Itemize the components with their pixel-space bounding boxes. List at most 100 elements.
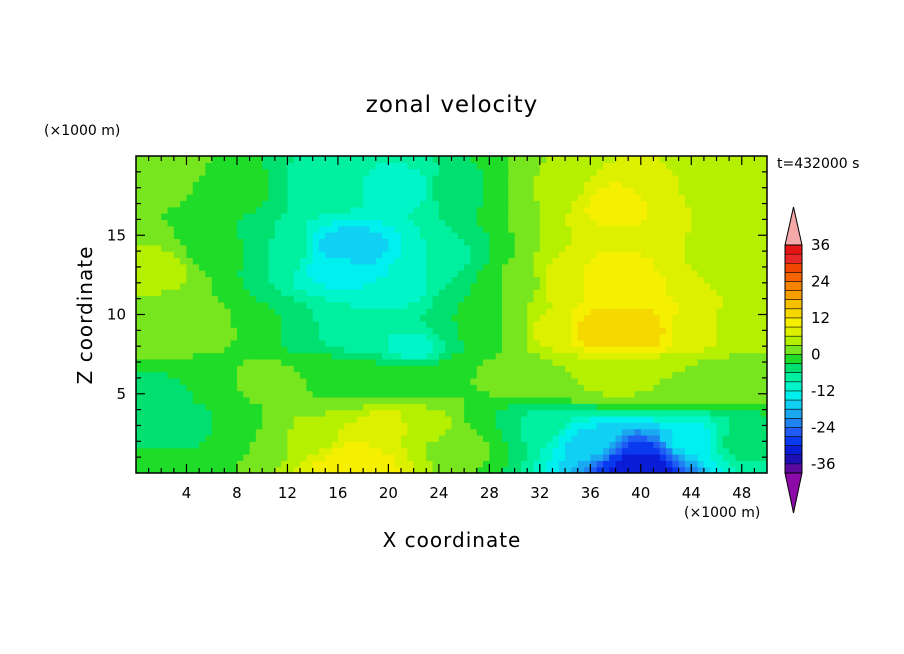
field-cell (142, 225, 150, 233)
field-cell (684, 289, 692, 297)
field-cell (735, 263, 743, 271)
field-cell (281, 289, 289, 297)
field-cell (565, 390, 572, 398)
field-cell (508, 181, 516, 189)
field-cell (249, 339, 257, 347)
field-cell (230, 225, 238, 233)
field-cell (413, 232, 421, 240)
field-cell (653, 295, 661, 303)
field-cell (262, 384, 270, 392)
field-cell (306, 320, 314, 328)
field-cell (552, 409, 560, 417)
field-cell (394, 308, 402, 316)
field-cell (666, 168, 673, 176)
field-cell (369, 460, 377, 468)
field-cell (293, 365, 301, 373)
field-cell (375, 314, 383, 322)
field-cell (148, 308, 156, 316)
field-cell (476, 295, 484, 303)
field-cell (710, 390, 718, 398)
field-cell (249, 308, 257, 316)
field-cell (438, 219, 446, 227)
field-cell (262, 441, 270, 449)
field-cell (161, 295, 169, 303)
field-cell (539, 390, 547, 398)
field-cell (199, 428, 207, 436)
field-cell (224, 181, 232, 189)
field-cell (584, 384, 591, 392)
field-cell (546, 422, 554, 430)
field-cell (407, 403, 415, 411)
field-cell (142, 187, 150, 195)
field-cell (659, 460, 667, 468)
field-cell (161, 270, 169, 278)
field-cell (584, 371, 591, 379)
field-cell (293, 263, 301, 271)
field-cell (514, 390, 522, 398)
field-cell (451, 415, 459, 423)
field-cell (344, 238, 352, 246)
field-cell (602, 187, 610, 195)
field-cell (716, 225, 724, 233)
field-cell (659, 352, 667, 360)
field-cell (318, 181, 326, 189)
field-cell (476, 175, 484, 182)
field-cell (602, 339, 610, 347)
field-cell (236, 225, 244, 233)
field-cell (729, 295, 737, 303)
field-cell (356, 181, 364, 189)
field-cell (501, 289, 509, 297)
field-cell (577, 308, 585, 316)
field-cell (312, 238, 320, 246)
field-cell (590, 175, 598, 182)
field-cell (451, 175, 459, 182)
field-cell (729, 225, 737, 233)
field-cell (186, 181, 194, 189)
field-cell (287, 333, 295, 341)
field-cell (457, 415, 465, 423)
field-cell (388, 346, 396, 354)
field-cell (249, 263, 257, 271)
field-cell (331, 327, 339, 335)
field-cell (199, 276, 207, 284)
field-cell (186, 213, 194, 220)
field-cell (571, 358, 579, 366)
field-cell (432, 365, 440, 373)
field-cell (331, 276, 339, 284)
field-cell (697, 466, 705, 473)
field-cell (495, 441, 503, 449)
field-cell (426, 238, 434, 246)
field-cell (722, 390, 730, 398)
field-cell (659, 232, 667, 240)
field-cell (703, 415, 711, 423)
field-cell (236, 390, 244, 398)
field-cell (136, 460, 143, 468)
field-cell (451, 422, 459, 430)
field-cell (672, 466, 680, 473)
field-cell (180, 257, 188, 265)
field-cell (609, 390, 617, 398)
field-cell (722, 162, 730, 170)
field-cell (167, 276, 175, 284)
field-cell (451, 301, 459, 309)
field-cell (653, 200, 661, 208)
field-cell (268, 327, 276, 335)
field-cell (741, 308, 749, 316)
field-cell (199, 232, 207, 240)
field-cell (161, 447, 169, 455)
field-cell (142, 162, 150, 170)
field-cell (382, 213, 389, 220)
field-cell (729, 339, 737, 347)
field-cell (508, 168, 516, 176)
field-cell (205, 352, 213, 360)
field-cell (154, 390, 162, 398)
field-cell (419, 213, 427, 220)
field-cell (760, 225, 767, 233)
field-cell (224, 194, 232, 201)
field-cell (230, 276, 238, 284)
field-cell (331, 206, 339, 214)
field-cell (432, 333, 440, 341)
field-cell (300, 447, 307, 455)
field-cell (243, 441, 251, 449)
field-cell (628, 282, 636, 290)
